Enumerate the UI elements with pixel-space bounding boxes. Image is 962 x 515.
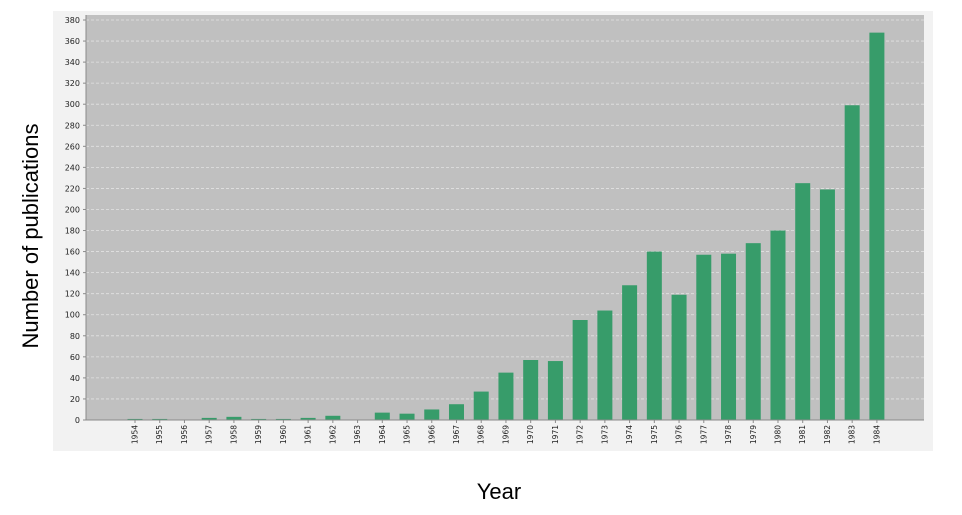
x-tick-label: 1974 bbox=[625, 425, 634, 444]
y-tick-label: 180 bbox=[65, 227, 80, 236]
y-tick-label: 40 bbox=[70, 374, 80, 383]
bar-1961 bbox=[300, 417, 316, 420]
x-tick-label: 1971 bbox=[551, 425, 560, 444]
bar-1978 bbox=[721, 253, 737, 420]
bar-1965 bbox=[399, 413, 415, 420]
bar-1962 bbox=[325, 415, 341, 420]
bar-1960 bbox=[275, 418, 291, 420]
y-tick-label: 160 bbox=[65, 248, 80, 257]
y-tick-label: 20 bbox=[70, 395, 80, 404]
bar-1980 bbox=[770, 230, 786, 420]
y-tick-label: 200 bbox=[65, 205, 80, 214]
bar-1969 bbox=[498, 372, 514, 420]
x-tick-label: 1972 bbox=[576, 425, 585, 444]
y-tick-label: 220 bbox=[65, 184, 80, 193]
bar-1983 bbox=[844, 105, 860, 420]
y-tick-label: 280 bbox=[65, 121, 80, 130]
x-tick-label: 1967 bbox=[452, 425, 461, 444]
x-tick-label: 1956 bbox=[180, 425, 189, 444]
x-tick-label: 1982 bbox=[823, 425, 832, 444]
y-axis-ticks: 0 20 40 60 80 100 120 140 160 180 200 220 240 260 280 3… bbox=[65, 16, 86, 425]
x-tick-label: 1964 bbox=[378, 425, 387, 444]
x-tick-label: 1955 bbox=[155, 425, 164, 444]
x-tick-label: 1958 bbox=[229, 425, 238, 444]
x-tick-label: 1983 bbox=[848, 425, 857, 444]
y-tick-label: 80 bbox=[70, 332, 80, 341]
x-axis-ticks: 1954 1955 1956 1957 1958 1959 1960 1961 1962 1963… bbox=[131, 420, 881, 444]
bar-1970 bbox=[523, 360, 539, 420]
bar-1974 bbox=[622, 285, 638, 420]
bar-1971 bbox=[547, 361, 563, 420]
bar-1975 bbox=[646, 251, 662, 420]
x-tick-label: 1978 bbox=[724, 425, 733, 444]
bar-1976 bbox=[671, 294, 687, 420]
bar-1984 bbox=[869, 32, 885, 420]
y-tick-label: 240 bbox=[65, 163, 80, 172]
y-tick-label: 0 bbox=[75, 416, 80, 425]
x-axis-title: Year bbox=[477, 479, 521, 504]
x-tick-label: 1976 bbox=[675, 425, 684, 444]
y-tick-label: 320 bbox=[65, 79, 80, 88]
bar-1955 bbox=[152, 418, 168, 420]
bar-1981 bbox=[795, 183, 811, 420]
y-tick-label: 60 bbox=[70, 353, 80, 362]
x-tick-label: 1959 bbox=[254, 425, 263, 444]
x-tick-label: 1965 bbox=[403, 425, 412, 444]
x-tick-label: 1961 bbox=[304, 425, 313, 444]
bar-1966 bbox=[424, 409, 440, 420]
bar-1957 bbox=[201, 417, 217, 420]
y-axis-title: Number of publications bbox=[18, 123, 43, 348]
bar-1964 bbox=[374, 412, 390, 420]
y-tick-label: 380 bbox=[65, 16, 80, 25]
bar-1972 bbox=[572, 320, 588, 420]
bar-1958 bbox=[226, 416, 242, 420]
bar-1968 bbox=[473, 391, 489, 420]
x-tick-label: 1981 bbox=[798, 425, 807, 444]
y-tick-label: 120 bbox=[65, 290, 80, 299]
x-tick-label: 1954 bbox=[131, 425, 140, 444]
x-tick-label: 1980 bbox=[773, 425, 782, 444]
y-tick-label: 100 bbox=[65, 311, 80, 320]
bars bbox=[127, 32, 885, 420]
x-tick-label: 1977 bbox=[699, 425, 708, 444]
x-tick-label: 1975 bbox=[650, 425, 659, 444]
x-tick-label: 1968 bbox=[477, 425, 486, 444]
y-tick-label: 260 bbox=[65, 142, 80, 151]
x-tick-label: 1957 bbox=[205, 425, 214, 444]
x-tick-label: 1984 bbox=[872, 425, 881, 444]
x-tick-label: 1962 bbox=[328, 425, 337, 444]
bar-1959 bbox=[251, 418, 267, 420]
x-tick-label: 1973 bbox=[600, 425, 609, 444]
y-tick-label: 300 bbox=[65, 100, 80, 109]
x-tick-label: 1979 bbox=[749, 425, 758, 444]
x-tick-label: 1963 bbox=[353, 425, 362, 444]
bar-1967 bbox=[448, 404, 464, 420]
bar-1982 bbox=[819, 189, 835, 420]
x-tick-label: 1970 bbox=[526, 425, 535, 444]
x-tick-label: 1960 bbox=[279, 425, 288, 444]
y-tick-label: 360 bbox=[65, 37, 80, 46]
x-tick-label: 1969 bbox=[501, 425, 510, 444]
x-tick-label: 1966 bbox=[427, 425, 436, 444]
bar-1977 bbox=[696, 254, 712, 420]
bar-1979 bbox=[745, 243, 761, 420]
bar-1954 bbox=[127, 418, 143, 420]
y-tick-label: 340 bbox=[65, 58, 80, 67]
bar-1973 bbox=[597, 310, 613, 420]
y-tick-label: 140 bbox=[65, 269, 80, 278]
